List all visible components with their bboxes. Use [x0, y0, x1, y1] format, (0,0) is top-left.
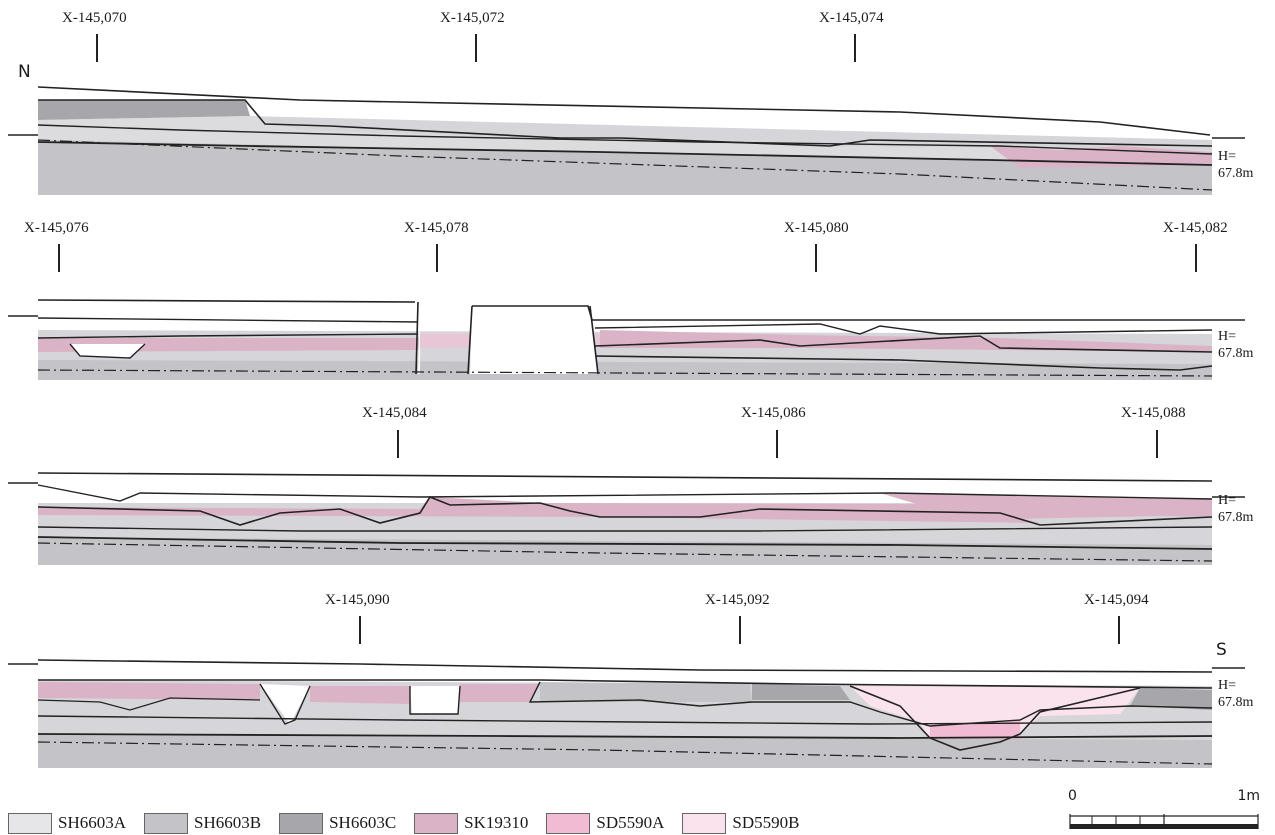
scale-bar: 0 1m	[1068, 788, 1260, 832]
legend-item: SH6603B	[144, 812, 262, 834]
legend-swatch	[682, 812, 727, 834]
legend-label: SH6603B	[194, 813, 262, 832]
tick-mark	[739, 616, 741, 644]
legend-swatch	[414, 812, 459, 834]
legend-swatch	[8, 812, 52, 834]
legend-swatch	[279, 812, 324, 834]
tick-label: X-145,090	[325, 592, 390, 608]
legend-item: SK19310	[414, 812, 529, 834]
scale-start-label: 0	[1068, 788, 1077, 804]
tick-label: X-145,080	[784, 220, 849, 236]
legend-item: SD5590A	[546, 812, 665, 834]
tick-label: X-145,078	[404, 220, 469, 236]
height-label: H= 67.8m	[1218, 329, 1254, 361]
legend-item: SH6603C	[279, 812, 397, 834]
tick-mark	[397, 430, 399, 458]
south-label: S	[1216, 640, 1227, 660]
tick-label: X-145,088	[1121, 405, 1186, 421]
tick-mark	[359, 616, 361, 644]
tick-mark	[475, 34, 477, 62]
tick-label: X-145,072	[440, 10, 505, 26]
tick-mark	[1195, 244, 1197, 272]
tick-mark	[58, 244, 60, 272]
north-label: N	[18, 62, 31, 82]
legend-swatch	[546, 812, 591, 834]
tick-label: X-145,084	[362, 405, 427, 421]
height-label: H= 67.8m	[1218, 493, 1254, 525]
legend-label: SK19310	[464, 813, 529, 832]
tick-label: X-145,076	[24, 220, 89, 236]
section-profile-1	[0, 80, 1275, 200]
scale-end-label: 1m	[1237, 788, 1260, 804]
height-label: H= 67.8m	[1218, 149, 1254, 181]
legend-label: SD5590B	[732, 813, 800, 832]
section-profile-4	[0, 650, 1275, 775]
legend-item: SD5590B	[682, 812, 800, 834]
tick-label: X-145,086	[741, 405, 806, 421]
legend-swatch	[144, 812, 189, 834]
tick-mark	[776, 430, 778, 458]
legend: SH6603A SH6603B SH6603C SK19310 SD5590A …	[8, 812, 818, 834]
height-label: H= 67.8m	[1218, 678, 1254, 710]
legend-label: SH6603A	[58, 813, 127, 832]
tick-mark	[436, 244, 438, 272]
tick-mark	[815, 244, 817, 272]
legend-label: SD5590A	[596, 813, 665, 832]
tick-label: X-145,074	[819, 10, 884, 26]
legend-item: SH6603A	[8, 812, 127, 834]
tick-mark	[96, 34, 98, 62]
tick-label: X-145,082	[1163, 220, 1228, 236]
tick-label: X-145,094	[1084, 592, 1149, 608]
tick-mark	[1118, 616, 1120, 644]
section-profile-3	[0, 465, 1275, 570]
legend-label: SH6603C	[329, 813, 397, 832]
tick-label: X-145,070	[62, 10, 127, 26]
tick-label: X-145,092	[705, 592, 770, 608]
section-profile-2	[0, 290, 1275, 385]
tick-mark	[854, 34, 856, 62]
tick-mark	[1156, 430, 1158, 458]
